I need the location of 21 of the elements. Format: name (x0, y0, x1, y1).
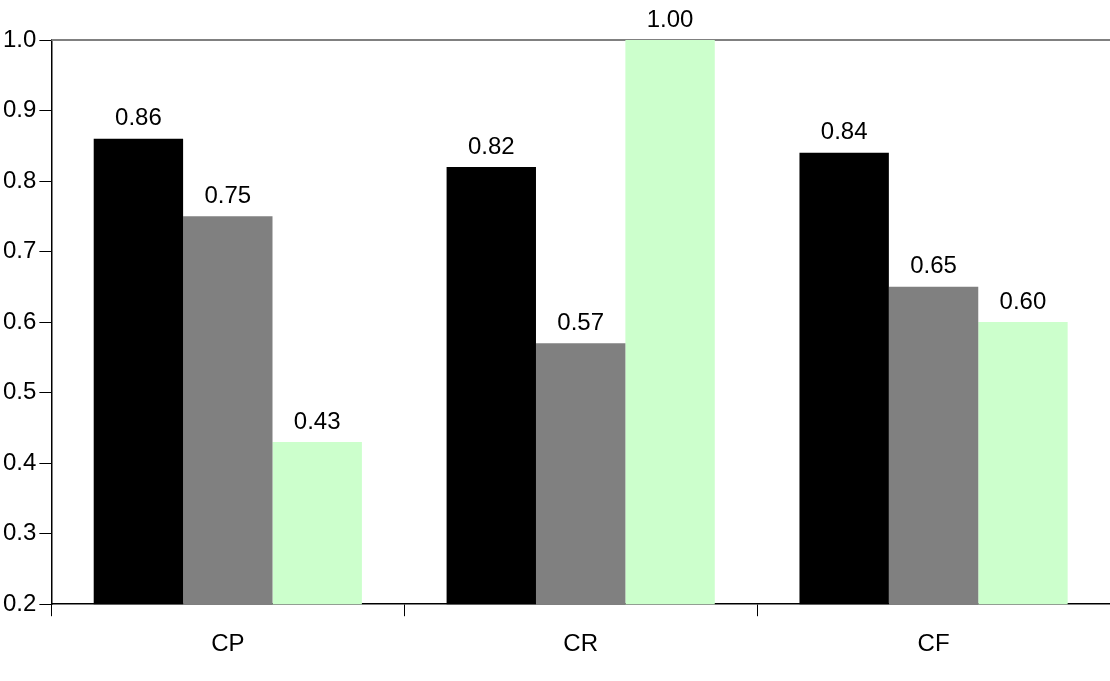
data-label: 0.82 (467, 131, 515, 159)
x-tick-label: CF (917, 629, 950, 657)
data-label: 0.75 (204, 180, 252, 208)
y-tick-label: 0.5 (2, 377, 37, 405)
y-tick-label: 0.6 (2, 306, 37, 334)
data-label: 0.65 (910, 251, 957, 279)
y-tick-label: 0.3 (2, 518, 37, 546)
y-tick-label: 0.2 (2, 588, 37, 616)
data-label: 0.43 (293, 406, 341, 434)
data-label: 1.00 (646, 4, 694, 32)
y-tick-label: 0.8 (2, 165, 37, 193)
y-tick-label: 0.7 (2, 236, 37, 264)
x-tick-label: CR (563, 629, 599, 657)
y-tick-label: 1.0 (2, 24, 37, 52)
data-label: 0.86 (115, 103, 162, 131)
y-tick-label: 0.9 (2, 95, 37, 123)
y-tick-label: 0.4 (2, 447, 37, 475)
data-label: 0.84 (820, 117, 868, 145)
data-label: 0.57 (557, 307, 605, 335)
data-label: 0.60 (999, 286, 1047, 314)
x-tick-label: CP (211, 629, 245, 657)
